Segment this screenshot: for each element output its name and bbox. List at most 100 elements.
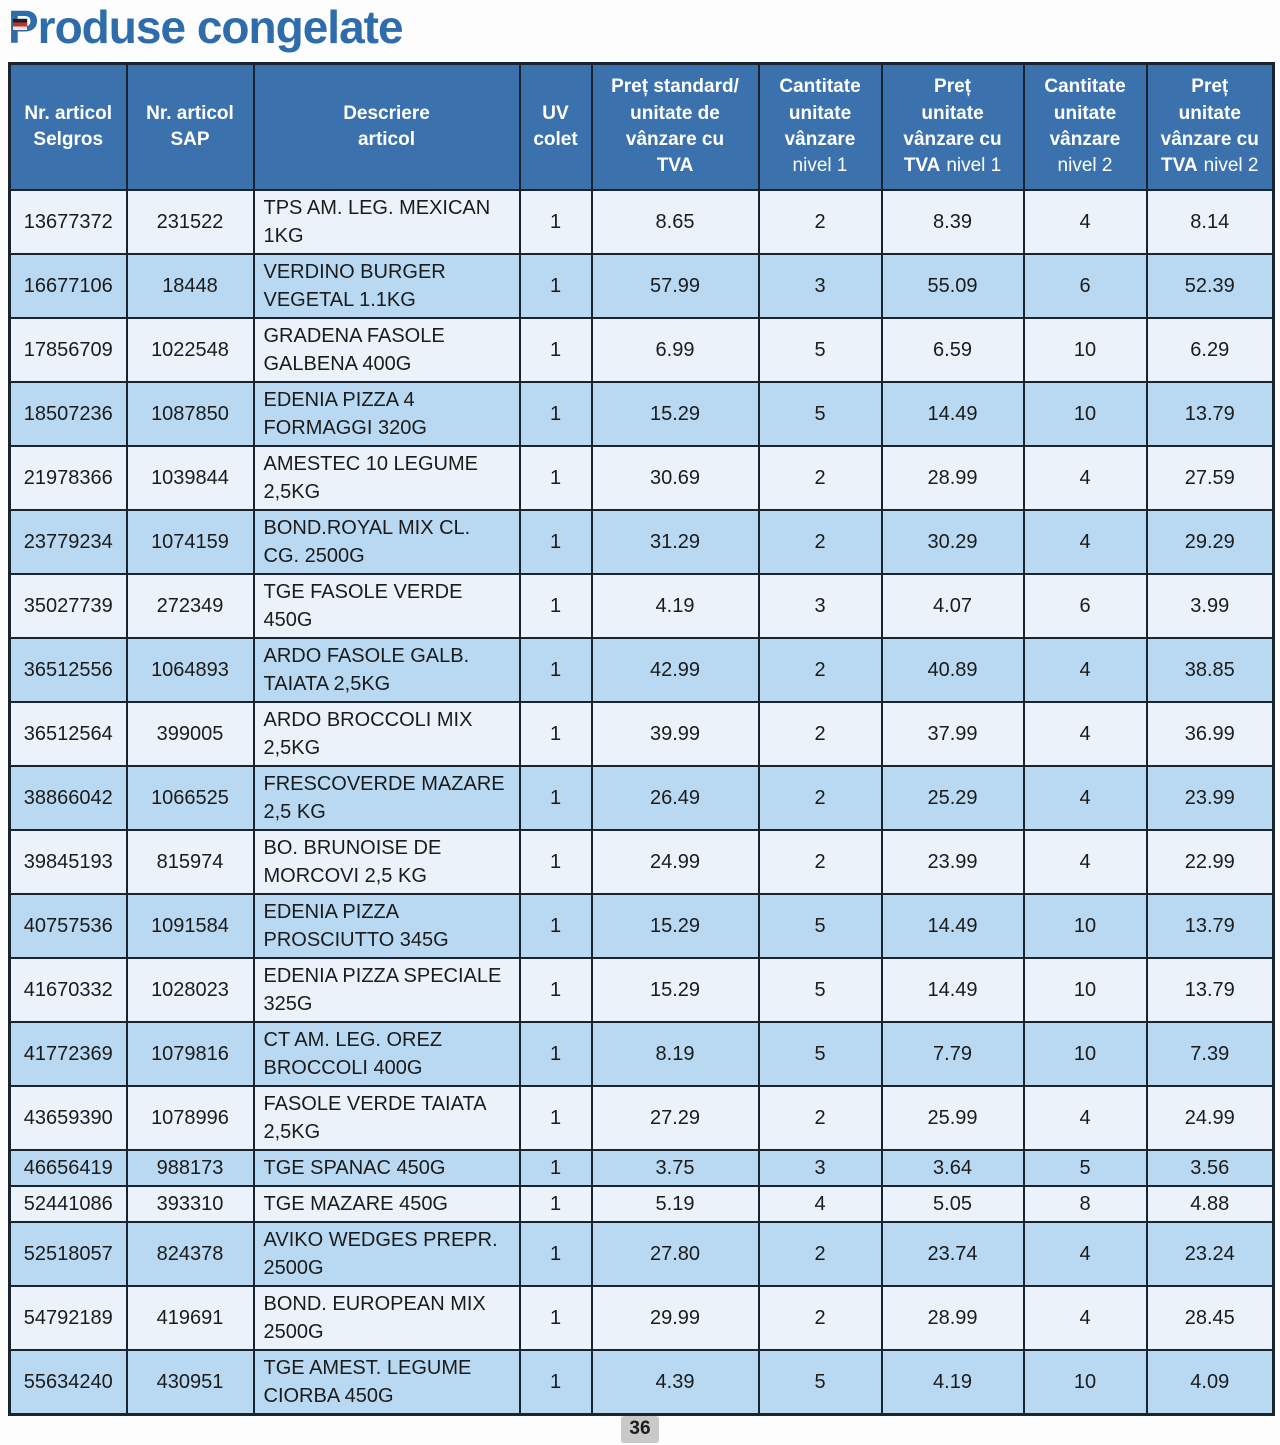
cell-description: EDENIA PIZZA SPECIALE 325G <box>252 956 521 1023</box>
cell-selgros: 18507236 <box>8 380 128 447</box>
cell-selgros: 36512564 <box>8 700 128 767</box>
cell-sap: 1066525 <box>125 764 255 831</box>
cell-qty_nivel1: 3 <box>757 252 883 319</box>
header-uv: UV colet <box>518 62 593 191</box>
cell-sap: 988173 <box>125 1148 255 1187</box>
cell-price_nivel2: 29.29 <box>1145 508 1275 575</box>
cell-uv: 1 <box>518 1084 593 1151</box>
cell-price_nivel2: 8.14 <box>1145 188 1275 255</box>
cell-uv: 1 <box>518 892 593 959</box>
cell-description: FRESCOVERDE MAZARE 2,5 KG <box>252 764 521 831</box>
cell-sap: 430951 <box>125 1348 255 1415</box>
cell-uv: 1 <box>518 1020 593 1087</box>
cell-description: BOND. EUROPEAN MIX 2500G <box>252 1284 521 1351</box>
cell-qty_nivel2: 6 <box>1022 252 1148 319</box>
header-selgros: Nr. articol Selgros <box>8 62 128 191</box>
cell-selgros: 52518057 <box>8 1220 128 1287</box>
cell-price_standard: 24.99 <box>590 828 760 895</box>
cell-price_nivel2: 4.09 <box>1145 1348 1275 1415</box>
cell-price_standard: 4.39 <box>590 1348 760 1415</box>
cell-qty_nivel2: 4 <box>1022 828 1148 895</box>
cell-qty_nivel2: 8 <box>1022 1184 1148 1223</box>
cell-price_nivel1: 4.19 <box>880 1348 1025 1415</box>
cell-description: TGE MAZARE 450G <box>252 1184 521 1223</box>
cell-price_nivel2: 36.99 <box>1145 700 1275 767</box>
cell-price_nivel2: 3.99 <box>1145 572 1275 639</box>
cell-qty_nivel2: 4 <box>1022 188 1148 255</box>
cell-qty_nivel1: 2 <box>757 1084 883 1151</box>
cell-price_standard: 3.75 <box>590 1148 760 1187</box>
cell-price_nivel2: 24.99 <box>1145 1084 1275 1151</box>
cell-price_standard: 27.80 <box>590 1220 760 1287</box>
cell-uv: 1 <box>518 188 593 255</box>
cell-qty_nivel2: 4 <box>1022 444 1148 511</box>
cell-price_nivel2: 23.99 <box>1145 764 1275 831</box>
cell-qty_nivel2: 10 <box>1022 892 1148 959</box>
cell-price_standard: 39.99 <box>590 700 760 767</box>
cell-qty_nivel1: 4 <box>757 1184 883 1223</box>
cell-selgros: 55634240 <box>8 1348 128 1415</box>
cell-price_standard: 31.29 <box>590 508 760 575</box>
cell-description: CT AM. LEG. OREZ BROCCOLI 400G <box>252 1020 521 1087</box>
cell-price_nivel1: 28.99 <box>880 444 1025 511</box>
cell-qty_nivel1: 2 <box>757 444 883 511</box>
cell-qty_nivel2: 4 <box>1022 1084 1148 1151</box>
table-row: 40757536 1091584 EDENIA PIZZA PROSCIUTTO 3… <box>8 892 1275 959</box>
cell-qty_nivel1: 2 <box>757 1284 883 1351</box>
cell-qty_nivel1: 2 <box>757 700 883 767</box>
cell-price_nivel2: 52.39 <box>1145 252 1275 319</box>
cell-qty_nivel2: 4 <box>1022 764 1148 831</box>
cell-qty_nivel2: 4 <box>1022 508 1148 575</box>
cell-qty_nivel2: 4 <box>1022 636 1148 703</box>
cell-uv: 1 <box>518 508 593 575</box>
table-row: 23779234 1074159 BOND.ROYAL MIX CL. CG. 25… <box>8 508 1275 575</box>
cell-sap: 1091584 <box>125 892 255 959</box>
table-row: 54792189 419691 BOND. EUROPEAN MIX 2500G 1 2… <box>8 1284 1275 1351</box>
cell-price_nivel1: 30.29 <box>880 508 1025 575</box>
cell-description: FASOLE VERDE TAIATA 2,5KG <box>252 1084 521 1151</box>
table-row: 36512564 399005 ARDO BROCCOLI MIX 2,5KG 1 39… <box>8 700 1275 767</box>
cell-price_standard: 8.19 <box>590 1020 760 1087</box>
header-qty_nivel2: Cantitate unitate vânzare nivel 2 <box>1022 62 1148 191</box>
cell-uv: 1 <box>518 316 593 383</box>
cell-price_nivel1: 14.49 <box>880 956 1025 1023</box>
header-description: Descriere articol <box>252 62 521 191</box>
cell-price_nivel2: 28.45 <box>1145 1284 1275 1351</box>
header-price_nivel2: Preț unitate vânzare cu TVA nivel 2 <box>1145 62 1275 191</box>
cell-price_nivel1: 8.39 <box>880 188 1025 255</box>
cell-selgros: 36512556 <box>8 636 128 703</box>
table-row: 38866042 1066525 FRESCOVERDE MAZARE 2,5 KG… <box>8 764 1275 831</box>
cell-price_standard: 42.99 <box>590 636 760 703</box>
cell-sap: 1079816 <box>125 1020 255 1087</box>
cell-uv: 1 <box>518 444 593 511</box>
cell-selgros: 52441086 <box>8 1184 128 1223</box>
cell-price_nivel2: 6.29 <box>1145 316 1275 383</box>
cell-qty_nivel2: 4 <box>1022 1284 1148 1351</box>
cell-selgros: 41670332 <box>8 956 128 1023</box>
cell-price_nivel1: 40.89 <box>880 636 1025 703</box>
cell-sap: 1039844 <box>125 444 255 511</box>
cell-qty_nivel1: 2 <box>757 1220 883 1287</box>
cell-qty_nivel1: 3 <box>757 572 883 639</box>
cell-price_nivel1: 6.59 <box>880 316 1025 383</box>
table-row: 52441086 393310 TGE MAZARE 450G 1 5.19 4 5.05 8… <box>8 1184 1275 1223</box>
table-row: 41772369 1079816 CT AM. LEG. OREZ BROCCOLI… <box>8 1020 1275 1087</box>
cell-price_standard: 5.19 <box>590 1184 760 1223</box>
cell-sap: 824378 <box>125 1220 255 1287</box>
cell-description: TGE FASOLE VERDE 450G <box>252 572 521 639</box>
cell-uv: 1 <box>518 636 593 703</box>
cell-qty_nivel1: 2 <box>757 636 883 703</box>
header-sap: Nr. articol SAP <box>125 62 255 191</box>
table-row: 18507236 1087850 EDENIA PIZZA 4 FORMAGGI 3… <box>8 380 1275 447</box>
cell-price_nivel2: 27.59 <box>1145 444 1275 511</box>
table-row: 46656419 988173 TGE SPANAC 450G 1 3.75 3 3.64 5… <box>8 1148 1275 1187</box>
cell-sap: 1022548 <box>125 316 255 383</box>
cell-price_nivel1: 5.05 <box>880 1184 1025 1223</box>
cell-uv: 1 <box>518 1148 593 1187</box>
cell-price_nivel1: 25.99 <box>880 1084 1025 1151</box>
cell-selgros: 39845193 <box>8 828 128 895</box>
cell-sap: 1064893 <box>125 636 255 703</box>
cell-sap: 419691 <box>125 1284 255 1351</box>
cell-price_nivel1: 4.07 <box>880 572 1025 639</box>
table-row: 13677372 231522 TPS AM. LEG. MEXICAN 1KG 1 8… <box>8 188 1275 255</box>
